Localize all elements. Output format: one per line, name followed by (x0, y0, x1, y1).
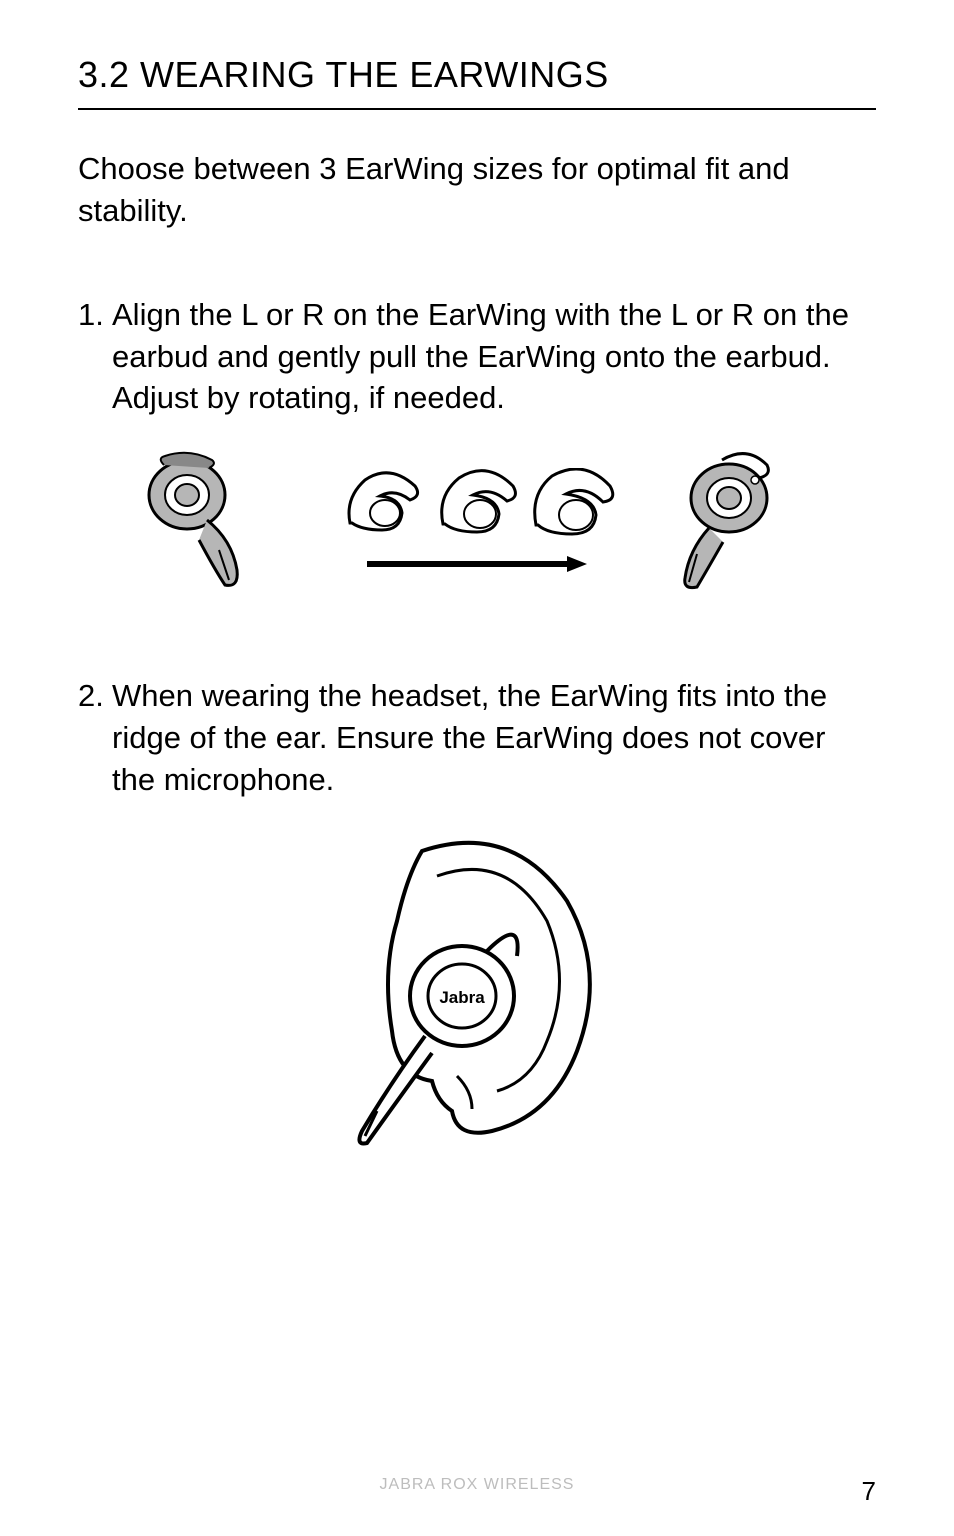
illustration-ear-fit: Jabra (337, 831, 617, 1151)
illustration-earwing-attach (137, 445, 817, 595)
step-2: 2. When wearing the headset, the EarWing… (78, 675, 876, 801)
earbud-with-wing-icon (677, 450, 817, 590)
section-heading: 3.2 WEARING THE EARWINGS (78, 54, 876, 110)
footer-product-label: JABRA ROX WIRELESS (380, 1476, 575, 1494)
step-1-text: Align the L or R on the EarWing with the… (112, 294, 876, 420)
page-footer: JABRA ROX WIRELESS 7 (0, 1476, 954, 1494)
step-2-number: 2. (78, 675, 112, 801)
arrow-right-icon (367, 556, 587, 572)
intro-paragraph: Choose between 3 EarWing sizes for optim… (78, 148, 876, 232)
step-1: 1. Align the L or R on the EarWing with … (78, 294, 876, 420)
jabra-logo-text: Jabra (439, 988, 485, 1007)
earbud-icon (137, 450, 277, 590)
step-2-text: When wearing the headset, the EarWing fi… (112, 675, 876, 801)
earwing-large-icon (530, 468, 615, 540)
step-1-number: 1. (78, 294, 112, 420)
page-number: 7 (862, 1476, 876, 1507)
earwing-medium-icon (435, 468, 520, 540)
earwing-sizes-group (340, 468, 615, 540)
earwing-small-icon (340, 468, 425, 540)
